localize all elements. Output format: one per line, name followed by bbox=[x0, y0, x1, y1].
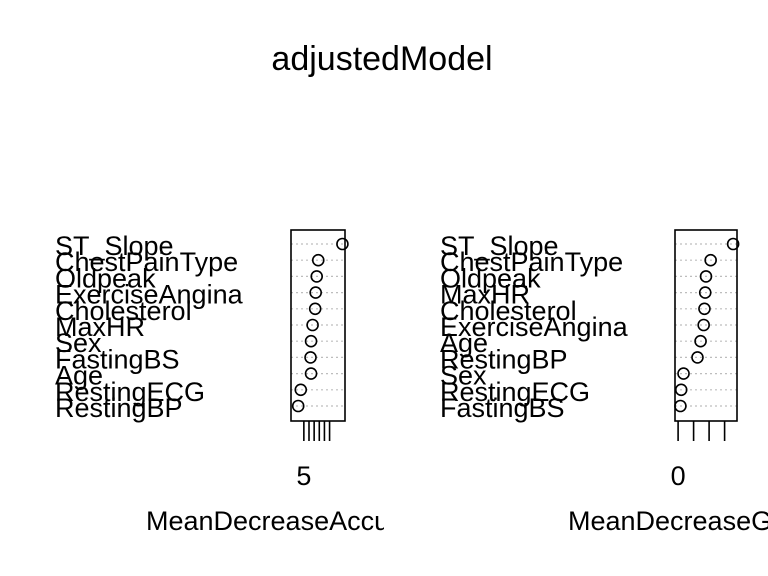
plot-frame bbox=[290, 229, 346, 422]
data-point bbox=[291, 399, 305, 413]
category-label: Oldpeak bbox=[440, 263, 541, 293]
data-point bbox=[704, 253, 717, 267]
x-axis-label: MeanDecreaseGini bbox=[568, 506, 768, 536]
panel-gini: ST_SlopeChestPainTypeOldpeakMaxHRCholest… bbox=[440, 229, 768, 536]
data-point bbox=[294, 383, 308, 397]
category-label: FastingBS bbox=[55, 344, 180, 374]
category-label: MaxHR bbox=[55, 312, 145, 342]
tick-label: 5 bbox=[296, 461, 311, 491]
data-point bbox=[306, 318, 319, 332]
data-point bbox=[308, 302, 322, 316]
category-label: Cholesterol bbox=[440, 296, 577, 326]
plot-frame bbox=[674, 229, 738, 422]
category-label: RestingBP bbox=[440, 344, 568, 374]
category-label: RestingECG bbox=[55, 377, 205, 407]
data-point bbox=[311, 253, 325, 267]
category-label: Oldpeak bbox=[55, 263, 156, 293]
data-point bbox=[694, 334, 707, 348]
data-point bbox=[698, 302, 711, 316]
chart-title: adjustedModel bbox=[271, 40, 492, 78]
category-label: Age bbox=[55, 361, 103, 391]
data-point bbox=[304, 367, 318, 380]
tick-label: 0 bbox=[671, 461, 686, 491]
category-label: FastingBS bbox=[440, 393, 565, 423]
data-point bbox=[726, 237, 740, 251]
panel-accuracy: ST_SlopeChestPainTypeOldpeakExerciseAngi… bbox=[55, 229, 441, 536]
data-point bbox=[698, 286, 712, 299]
category-label: RestingECG bbox=[440, 377, 590, 407]
data-point bbox=[691, 351, 704, 364]
data-point bbox=[336, 237, 349, 251]
data-point bbox=[309, 286, 322, 299]
data-point bbox=[677, 367, 690, 380]
data-point bbox=[697, 318, 710, 332]
category-label: ST_Slope bbox=[55, 231, 174, 261]
category-label: ST_Slope bbox=[440, 231, 559, 261]
data-point bbox=[304, 334, 318, 348]
data-point bbox=[699, 270, 713, 283]
category-label: Sex bbox=[440, 361, 487, 391]
category-label: Cholesterol bbox=[55, 296, 192, 326]
category-label: RestingBP bbox=[55, 393, 183, 423]
category-label: ChestPainType bbox=[55, 247, 238, 277]
category-label: ExerciseAngina bbox=[55, 280, 244, 310]
category-label: Age bbox=[440, 328, 488, 358]
category-label: MaxHR bbox=[440, 280, 530, 310]
category-label: ExerciseAngina bbox=[440, 312, 629, 342]
data-point bbox=[310, 270, 324, 283]
category-label: Sex bbox=[55, 328, 102, 358]
category-label: ChestPainType bbox=[440, 247, 623, 277]
data-point bbox=[304, 351, 317, 364]
x-axis-label: MeanDecreaseAccuracy bbox=[146, 506, 441, 536]
